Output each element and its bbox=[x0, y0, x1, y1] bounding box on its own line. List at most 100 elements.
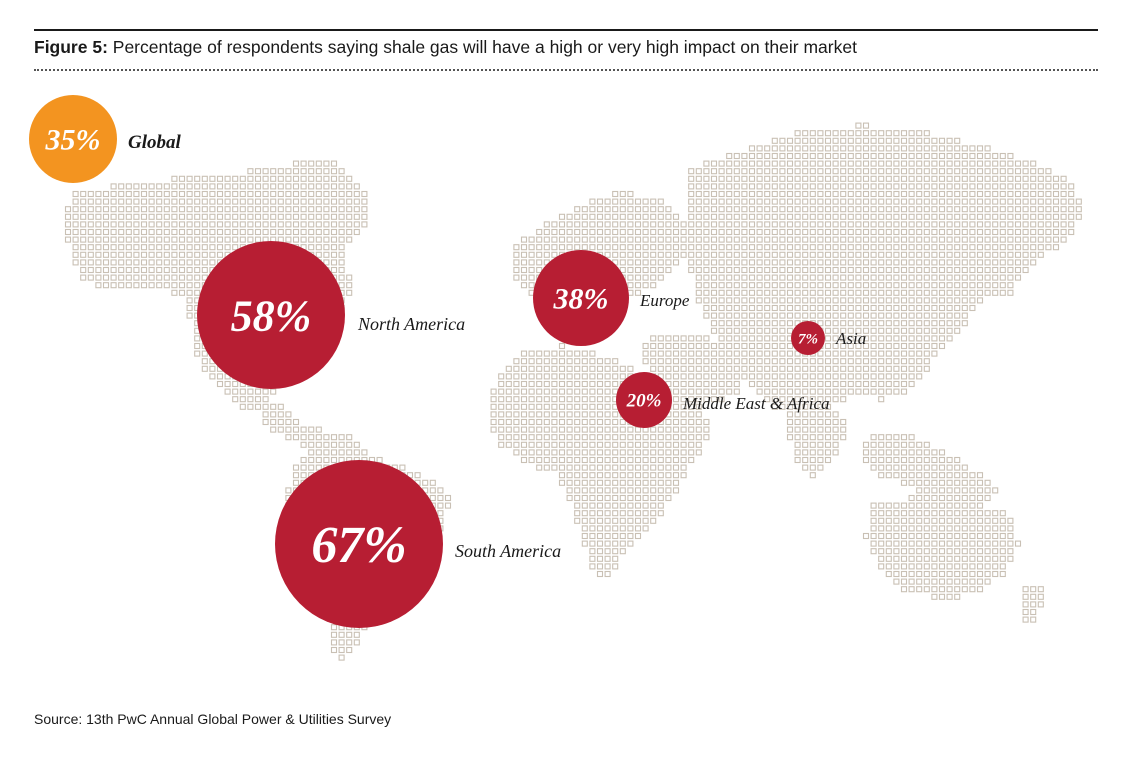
map-dot bbox=[262, 213, 269, 220]
map-dot bbox=[680, 411, 687, 418]
map-dot bbox=[832, 289, 839, 296]
map-dot bbox=[140, 221, 148, 228]
map-dot bbox=[574, 380, 581, 388]
map-dot bbox=[984, 221, 991, 228]
map-dot bbox=[558, 464, 566, 471]
map-dot bbox=[862, 266, 870, 274]
map-dot bbox=[1037, 236, 1044, 243]
map-dot bbox=[961, 548, 968, 555]
map-dot bbox=[596, 373, 604, 380]
map-dot bbox=[232, 175, 239, 182]
map-dot bbox=[688, 198, 695, 205]
map-dot bbox=[657, 464, 664, 471]
map-dot bbox=[885, 358, 892, 365]
map-dot bbox=[999, 190, 1006, 198]
map-dot bbox=[938, 464, 946, 471]
map-dot bbox=[885, 380, 892, 388]
map-dot bbox=[999, 289, 1006, 296]
map-dot bbox=[634, 502, 642, 509]
map-dot bbox=[118, 274, 125, 281]
map-dot bbox=[878, 525, 885, 532]
map-dot bbox=[1030, 586, 1037, 593]
map-dot bbox=[916, 456, 923, 464]
map-dot bbox=[786, 388, 794, 395]
map-dot bbox=[840, 289, 847, 296]
map-dot bbox=[916, 563, 923, 570]
map-dot bbox=[916, 335, 923, 342]
map-dot bbox=[870, 540, 877, 547]
map-dot bbox=[954, 525, 961, 532]
map-dot bbox=[589, 350, 596, 357]
map-dot bbox=[984, 160, 991, 167]
map-dot bbox=[308, 244, 315, 251]
map-dot bbox=[969, 525, 976, 532]
map-dot bbox=[536, 441, 543, 448]
map-dot bbox=[954, 190, 961, 198]
map-dot bbox=[992, 282, 999, 289]
map-dot bbox=[923, 525, 930, 532]
map-dot bbox=[596, 570, 604, 578]
map-dot bbox=[543, 236, 550, 243]
map-dot bbox=[680, 449, 687, 456]
map-dot bbox=[574, 426, 581, 433]
map-dot bbox=[710, 396, 718, 403]
map-dot bbox=[885, 304, 892, 312]
map-dot bbox=[908, 206, 915, 213]
map-dot bbox=[870, 183, 877, 190]
map-dot bbox=[665, 236, 672, 243]
map-dot bbox=[961, 525, 968, 532]
map-dot bbox=[619, 434, 626, 441]
map-dot bbox=[794, 213, 801, 220]
map-dot bbox=[619, 441, 626, 448]
map-dot bbox=[1052, 190, 1060, 198]
map-dot bbox=[809, 434, 816, 441]
map-dot bbox=[893, 358, 900, 365]
map-dot bbox=[733, 358, 740, 365]
map-dot bbox=[802, 403, 809, 410]
map-dot bbox=[954, 244, 961, 251]
map-dot bbox=[969, 175, 976, 182]
map-dot bbox=[817, 183, 824, 190]
map-dot bbox=[931, 532, 938, 540]
map-dot bbox=[931, 510, 938, 517]
map-dot bbox=[171, 274, 178, 281]
map-dot bbox=[794, 160, 801, 167]
map-dot bbox=[931, 198, 938, 205]
map-dot bbox=[566, 411, 573, 418]
map-dot bbox=[976, 289, 984, 296]
map-dot bbox=[748, 190, 756, 198]
map-dot bbox=[710, 175, 718, 182]
map-dot bbox=[878, 365, 885, 372]
map-dot bbox=[961, 198, 968, 205]
map-dot bbox=[893, 228, 900, 236]
map-dot bbox=[946, 274, 953, 281]
map-dot bbox=[558, 456, 566, 464]
map-dot bbox=[224, 236, 231, 243]
map-dot bbox=[976, 563, 984, 570]
map-dot bbox=[900, 373, 908, 380]
map-dot bbox=[353, 639, 360, 646]
map-dot bbox=[908, 350, 915, 357]
map-dot bbox=[771, 335, 778, 342]
map-dot bbox=[330, 228, 338, 236]
map-dot bbox=[718, 160, 725, 167]
map-dot bbox=[634, 206, 642, 213]
map-dot bbox=[726, 160, 733, 167]
map-dot bbox=[87, 190, 94, 198]
map-dot bbox=[604, 236, 611, 243]
map-dot bbox=[969, 487, 976, 494]
map-dot bbox=[779, 206, 786, 213]
map-dot bbox=[672, 335, 680, 342]
map-dot bbox=[596, 525, 604, 532]
map-dot bbox=[786, 221, 794, 228]
map-dot bbox=[961, 320, 968, 327]
map-dot bbox=[1014, 259, 1022, 266]
map-dot bbox=[771, 373, 778, 380]
map-dot bbox=[520, 350, 528, 357]
map-dot bbox=[900, 434, 908, 441]
map-dot bbox=[543, 403, 550, 410]
map-dot bbox=[1045, 236, 1052, 243]
map-dot bbox=[285, 418, 292, 426]
map-dot bbox=[505, 441, 512, 448]
map-dot bbox=[817, 130, 824, 137]
